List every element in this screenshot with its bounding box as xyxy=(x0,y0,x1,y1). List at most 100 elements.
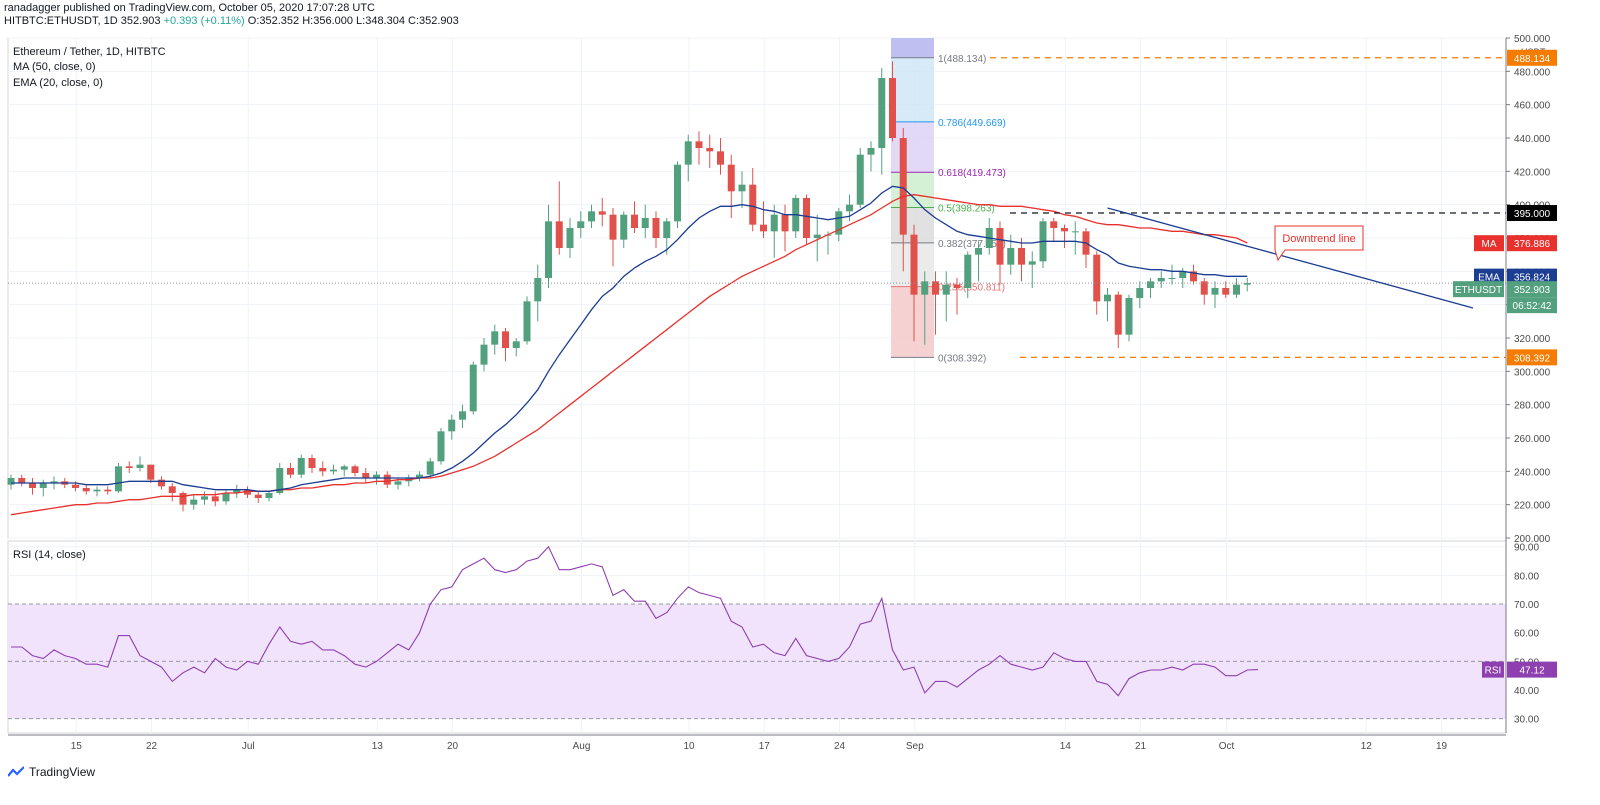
candle-body xyxy=(717,151,724,165)
candle-body xyxy=(147,464,155,480)
ma50-line xyxy=(10,194,1248,516)
chart-header: ranadagger published on TradingView.com,… xyxy=(4,2,459,28)
date-tick-label: 15 xyxy=(71,741,83,752)
date-tick-label: 22 xyxy=(146,741,158,752)
ma-price-tag-box xyxy=(1507,235,1557,252)
price-tick-label: 440.000 xyxy=(1514,134,1551,145)
candle-body xyxy=(469,364,477,412)
tradingview-logo-icon xyxy=(8,766,24,777)
candle-body xyxy=(1050,221,1058,228)
candle-body xyxy=(7,478,15,485)
last-price-tag-caption-box xyxy=(1453,281,1504,298)
high-price-tag: 488.134 xyxy=(1507,49,1557,66)
date-tick-label: 12 xyxy=(1361,741,1373,752)
candle-body xyxy=(179,493,187,505)
downtrend-line[interactable] xyxy=(1107,207,1474,309)
candle-body xyxy=(738,184,746,192)
legend-ma: MA (50, close, 0) xyxy=(13,61,96,73)
low-price-tag-value: 308.392 xyxy=(1514,353,1551,364)
candle-body xyxy=(641,218,649,228)
rsi-tick-label: 90.00 xyxy=(1514,543,1539,554)
candle-body xyxy=(72,484,79,488)
tradingview-logo[interactable]: TradingView xyxy=(8,765,95,779)
candle-body xyxy=(276,468,284,493)
resistance-price-tag-value: 395.000 xyxy=(1514,209,1551,220)
date-tick-label: Oct xyxy=(1219,741,1235,752)
candle-body xyxy=(1018,248,1025,265)
candle-body xyxy=(373,474,380,478)
date-tick-label: Aug xyxy=(573,741,591,752)
candle-body xyxy=(813,234,821,238)
candle-body xyxy=(265,493,273,498)
candle-body xyxy=(340,466,348,470)
candle-body xyxy=(426,461,434,475)
candle-body xyxy=(362,473,370,478)
price-tick-label: 480.000 xyxy=(1514,67,1551,78)
candle-body xyxy=(201,496,208,500)
candle-body xyxy=(1243,283,1251,285)
candle-body xyxy=(760,224,767,232)
candle-body xyxy=(609,214,617,240)
price-tick-label: 200.000 xyxy=(1514,534,1551,545)
last-price-tag-value: 352.903 xyxy=(1514,285,1551,296)
ma-price-tag-caption-box xyxy=(1474,235,1504,252)
candle-body xyxy=(104,489,112,492)
candle-body xyxy=(437,431,445,462)
candle-body xyxy=(1200,281,1208,295)
candle-body xyxy=(975,248,982,255)
candle-body xyxy=(416,474,423,478)
resistance-price-tag: 395.000 xyxy=(1507,205,1557,221)
candle-body xyxy=(480,344,488,365)
ohlc-values: O:352.352 H:356.000 L:348.304 C:352.903 xyxy=(247,15,459,27)
countdown-tag: 06:52:42 xyxy=(1507,297,1557,314)
ema-price-tag-caption-box xyxy=(1474,268,1504,285)
date-tick-label: 20 xyxy=(447,741,459,752)
price-change: +0.393 (+0.11%) xyxy=(163,15,245,27)
rsi-tick-label: 30.00 xyxy=(1514,715,1539,726)
candle-body xyxy=(1104,294,1111,302)
candle-body xyxy=(1028,261,1036,265)
date-tick-label: 10 xyxy=(683,741,695,752)
fibonacci-retracement[interactable]: 1(488.134) 0.786(449.669) 0.618(419.473) 0.… xyxy=(891,38,1006,364)
ema-price-tag-box xyxy=(1507,268,1557,285)
candle-body xyxy=(1093,254,1101,302)
price-pane-border xyxy=(7,37,1507,539)
candle-body xyxy=(39,483,47,488)
candle-body xyxy=(29,483,36,488)
fib-zone xyxy=(891,121,934,173)
candle-body xyxy=(287,468,294,475)
candle-body xyxy=(383,474,391,485)
ma-price-tag-caption: MA xyxy=(1482,239,1497,250)
candle-body xyxy=(695,141,703,148)
candle-body xyxy=(190,499,198,505)
countdown-tag-value: 06:52:42 xyxy=(1513,301,1552,312)
downtrend-callout[interactable] xyxy=(1274,225,1364,262)
candle-body xyxy=(168,486,176,493)
fib-level-label: 0.786(449.669) xyxy=(938,118,1006,129)
ema-price-tag-caption: EMA xyxy=(1478,273,1500,284)
date-tick-label: 24 xyxy=(834,741,846,752)
annotations[interactable]: Downtrend line xyxy=(8,57,1506,358)
countdown-tag-box xyxy=(1507,297,1557,314)
high-price-tag-value: 488.134 xyxy=(1514,54,1551,65)
date-tick-label: Jul xyxy=(242,741,255,752)
last-price-tag-box xyxy=(1507,281,1557,298)
candle-body xyxy=(1071,231,1079,233)
candle-body xyxy=(1168,278,1176,279)
candle-body xyxy=(18,478,26,483)
candle-body xyxy=(727,164,735,192)
candle-body xyxy=(125,466,133,468)
symbol-name: HITBTC:ETHUSDT, 1D xyxy=(4,15,118,27)
candles xyxy=(7,61,1251,512)
candle-body xyxy=(93,489,101,492)
candle-body xyxy=(996,228,1004,265)
candle-body xyxy=(50,481,58,483)
symbol-line: HITBTC:ETHUSDT, 1D 352.903 +0.393 (+0.11… xyxy=(4,15,459,28)
ema20-line xyxy=(11,185,1248,492)
candle-body xyxy=(1157,278,1165,282)
candle-body xyxy=(211,496,219,502)
candle-body xyxy=(233,489,241,493)
publisher-line: ranadagger published on TradingView.com,… xyxy=(4,2,375,14)
